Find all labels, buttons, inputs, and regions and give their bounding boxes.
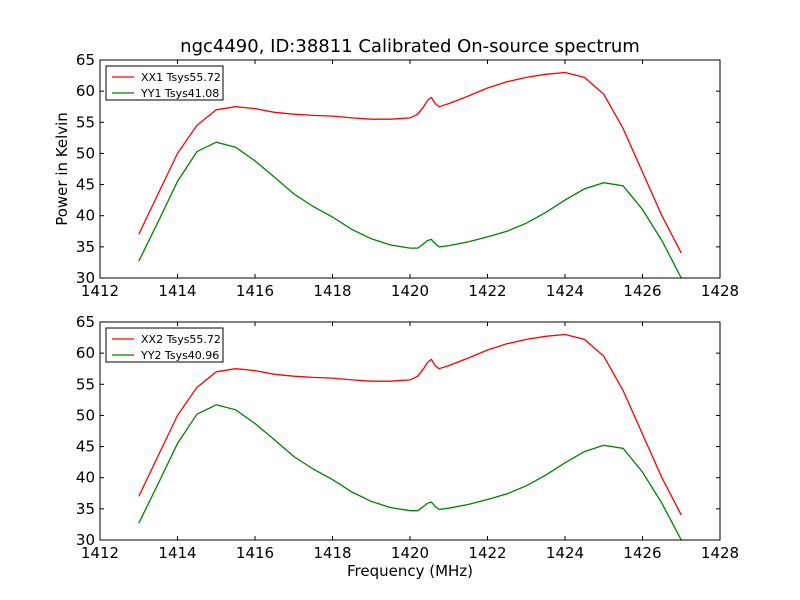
x-tick-label: 1412 bbox=[81, 282, 119, 300]
bottom-plot-panel: 1412 1414 1416 1418 1420 1422 1424 1426 1428 30 35… bbox=[76, 313, 739, 562]
x-tick-label: 1418 bbox=[313, 544, 351, 562]
x-tick-label: 1424 bbox=[546, 544, 584, 562]
y-tick-label: 30 bbox=[76, 531, 95, 549]
y-tick-label: 55 bbox=[76, 113, 95, 131]
x-tick-label: 1420 bbox=[391, 544, 429, 562]
series-line-xx2 bbox=[138, 333, 682, 516]
legend-label: XX2 Tsys55.72 bbox=[141, 333, 221, 346]
legend-label: XX1 Tsys55.72 bbox=[141, 71, 221, 84]
y-tick-label: 35 bbox=[76, 500, 95, 518]
x-tick-label: 1418 bbox=[313, 282, 351, 300]
x-tick-label: 1414 bbox=[158, 282, 196, 300]
x-tick-label: 1422 bbox=[468, 282, 506, 300]
legend-label: YY2 Tsys40.96 bbox=[140, 349, 219, 362]
x-tick-label: 1422 bbox=[468, 544, 506, 562]
series-line-yy2 bbox=[138, 404, 682, 540]
legend-label: YY1 Tsys41.08 bbox=[140, 87, 219, 100]
y-tick-label: 30 bbox=[76, 269, 95, 287]
x-tick-label: 1426 bbox=[623, 544, 661, 562]
y-tick-label: 40 bbox=[76, 207, 95, 225]
y-tick-label: 60 bbox=[76, 344, 95, 362]
x-tick-label: 1414 bbox=[158, 544, 196, 562]
y-tick-label: 45 bbox=[76, 438, 95, 456]
y-tick-label: 40 bbox=[76, 469, 95, 487]
x-tick-label: 1424 bbox=[546, 282, 584, 300]
x-tick-label: 1416 bbox=[236, 544, 274, 562]
y-tick-label: 60 bbox=[76, 82, 95, 100]
x-tick-label: 1426 bbox=[623, 282, 661, 300]
x-tick-label: 1428 bbox=[701, 282, 739, 300]
x-tick-label: 1416 bbox=[236, 282, 274, 300]
y-tick-label: 65 bbox=[76, 313, 95, 331]
legend-box bbox=[105, 65, 224, 101]
y-tick-label: 65 bbox=[76, 51, 95, 69]
y-axis-label: Power in Kelvin bbox=[53, 112, 71, 226]
top-plot-panel: 1412 1414 1416 1418 1420 1422 1424 1426 1428 30 35… bbox=[76, 51, 739, 300]
y-tick-label: 35 bbox=[76, 238, 95, 256]
x-tick-label: 1428 bbox=[701, 544, 739, 562]
x-tick-label: 1420 bbox=[391, 282, 429, 300]
figure-title: ngc4490, ID:38811 Calibrated On-source s… bbox=[180, 36, 640, 57]
legend-box bbox=[105, 327, 224, 363]
y-tick-label: 55 bbox=[76, 375, 95, 393]
y-tick-label: 50 bbox=[76, 406, 95, 424]
x-axis-label: Frequency (MHz) bbox=[347, 562, 473, 580]
x-tick-label: 1412 bbox=[81, 544, 119, 562]
y-tick-label: 50 bbox=[76, 144, 95, 162]
series-line-xx1 bbox=[138, 71, 682, 254]
series-line-yy1 bbox=[138, 141, 682, 278]
y-tick-label: 45 bbox=[76, 176, 95, 194]
